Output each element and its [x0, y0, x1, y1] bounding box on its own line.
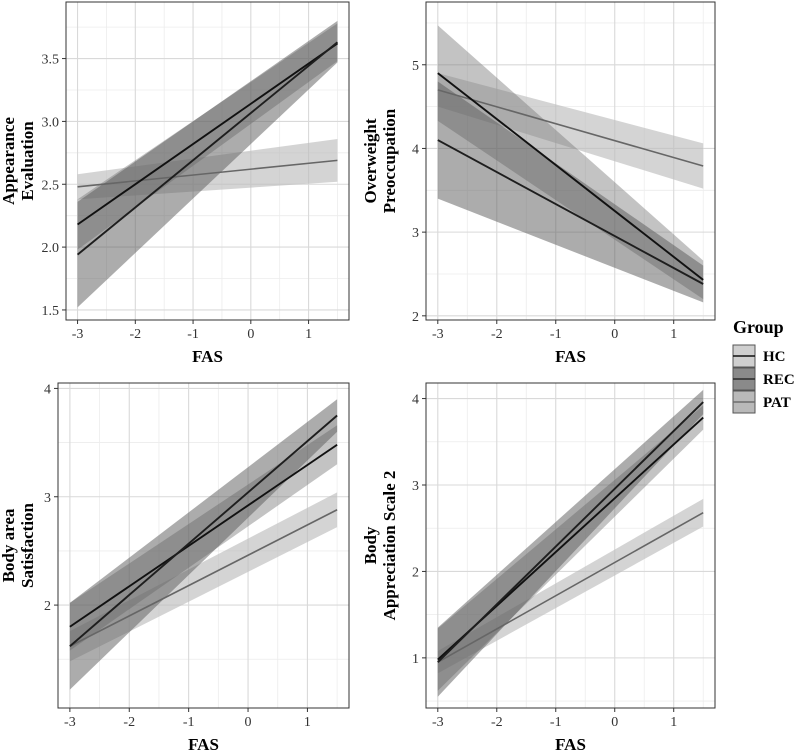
- x-tick-label: -1: [550, 327, 562, 342]
- y-tick-label: 1: [412, 652, 419, 667]
- x-tick-label: 1: [670, 715, 677, 730]
- axes: -3 -2 -1 0 1 2 3 4: [44, 382, 311, 730]
- x-tick-label: -3: [432, 715, 444, 730]
- y-tick-label: 2: [412, 310, 419, 325]
- y-tick-label: 3: [44, 491, 51, 506]
- panels: -3 -2 -1 0 1 1.5 2.0 2.5 3.0 3.5 FAS AppearanceEval…: [0, 1, 716, 751]
- x-tick-label: 0: [247, 327, 254, 342]
- legend-item-rec: REC: [732, 367, 795, 391]
- regression-line-rec: [437, 401, 704, 663]
- legend: Group HC REC PAT: [732, 317, 795, 414]
- legend-item-pat: PAT: [732, 390, 791, 414]
- x-tick-label: -3: [432, 327, 444, 342]
- plot-area: [437, 25, 704, 303]
- x-tick-label: 1: [670, 327, 677, 342]
- panel-bottom-left: -3 -2 -1 0 1 2 3 4 FAS Body areaSatisfaction: [0, 382, 350, 751]
- regression-line-rec: [437, 139, 704, 285]
- y-axis-label-line: Body area: [0, 508, 18, 582]
- y-tick-label: 3: [412, 226, 419, 241]
- regression-line-pat: [77, 159, 338, 188]
- y-axis-label-line: Satisfaction: [18, 502, 37, 588]
- legend-item-hc: HC: [732, 344, 786, 368]
- regression-line-pat: [437, 511, 704, 663]
- y-axis-label: BodyAppreciation Scale 2: [361, 471, 399, 621]
- y-axis-label: Body areaSatisfaction: [0, 502, 37, 588]
- legend-label-pat: PAT: [763, 395, 791, 411]
- ci-band-rec: [77, 20, 338, 308]
- x-tick-label: -1: [550, 715, 562, 730]
- x-tick-label: 0: [611, 327, 618, 342]
- x-tick-label: 0: [245, 715, 252, 730]
- regression-line-rec: [69, 414, 338, 647]
- ci-band-rec: [69, 399, 338, 690]
- x-axis-label: FAS: [192, 347, 223, 366]
- x-axis-label: FAS: [555, 735, 586, 751]
- y-tick-label: 4: [44, 382, 51, 397]
- x-tick-label: -3: [64, 715, 76, 730]
- axes: -3 -2 -1 0 1 2 3 4 5: [412, 59, 677, 342]
- panel-border: [65, 1, 350, 321]
- y-axis-label-line: Appearance: [0, 117, 18, 205]
- y-tick-label: 5: [412, 59, 419, 74]
- plot-area: [69, 399, 338, 690]
- x-tick-label: -2: [491, 715, 503, 730]
- regression-line-hc: [437, 72, 704, 281]
- y-tick-label: 1.5: [42, 304, 60, 319]
- plot-area: [437, 389, 704, 697]
- y-tick-label: 3.5: [42, 53, 60, 68]
- x-tick-label: -1: [187, 327, 199, 342]
- x-tick-label: -2: [491, 327, 503, 342]
- y-axis-label-line: Evaluation: [18, 121, 37, 201]
- panel-top-right: -3 -2 -1 0 1 2 3 4 5 FAS OverweightPreoccupation: [361, 1, 716, 366]
- y-axis-label-line: Body: [361, 526, 380, 564]
- y-tick-label: 4: [412, 393, 419, 408]
- y-tick-label: 2.0: [42, 241, 60, 256]
- panel-bottom-right: -3 -2 -1 0 1 1 2 3 4 FAS BodyAppreciation Scale 2: [361, 382, 716, 751]
- legend-title: Group: [733, 317, 784, 337]
- x-tick-label: 0: [611, 715, 618, 730]
- grid: [426, 383, 715, 708]
- ci-band-pat: [437, 73, 704, 189]
- regression-line-pat: [437, 89, 704, 167]
- regression-line-pat: [69, 509, 338, 647]
- y-axis-label-line: Overweight: [361, 118, 380, 203]
- x-axis-label: FAS: [555, 347, 586, 366]
- x-tick-label: -1: [183, 715, 195, 730]
- x-tick-label: 1: [304, 715, 311, 730]
- regression-line-hc: [69, 443, 338, 628]
- x-tick-label: 1: [305, 327, 312, 342]
- y-tick-label: 4: [412, 142, 419, 157]
- x-tick-label: -2: [129, 327, 141, 342]
- panel-border: [425, 382, 716, 709]
- y-axis-label: AppearanceEvaluation: [0, 117, 37, 205]
- x-axis-label: FAS: [188, 735, 219, 751]
- y-tick-label: 2: [412, 565, 419, 580]
- panel-border: [425, 1, 716, 321]
- y-tick-label: 2.5: [42, 178, 60, 193]
- plot-area: [76, 20, 339, 308]
- panel-border: [57, 382, 350, 709]
- ci-band-pat: [437, 498, 704, 674]
- panel-top-left: -3 -2 -1 0 1 1.5 2.0 2.5 3.0 3.5 FAS AppearanceEval…: [0, 1, 350, 366]
- axes: -3 -2 -1 0 1 1.5 2.0 2.5 3.0 3.5: [42, 53, 313, 342]
- y-tick-label: 3.0: [42, 115, 60, 130]
- legend-label-rec: REC: [763, 372, 795, 388]
- y-tick-label: 3: [412, 479, 419, 494]
- y-tick-label: 2: [44, 599, 51, 614]
- legend-label-hc: HC: [763, 349, 786, 365]
- x-tick-label: -2: [123, 715, 135, 730]
- axes: -3 -2 -1 0 1 1 2 3 4: [412, 393, 677, 730]
- regression-line-hc: [77, 42, 338, 226]
- y-axis-label-line: Preoccupation: [380, 108, 399, 213]
- regression-line-rec: [76, 41, 339, 256]
- y-axis-label: OverweightPreoccupation: [361, 108, 399, 213]
- y-axis-label-line: Appreciation Scale 2: [380, 471, 399, 621]
- x-tick-label: -3: [72, 327, 84, 342]
